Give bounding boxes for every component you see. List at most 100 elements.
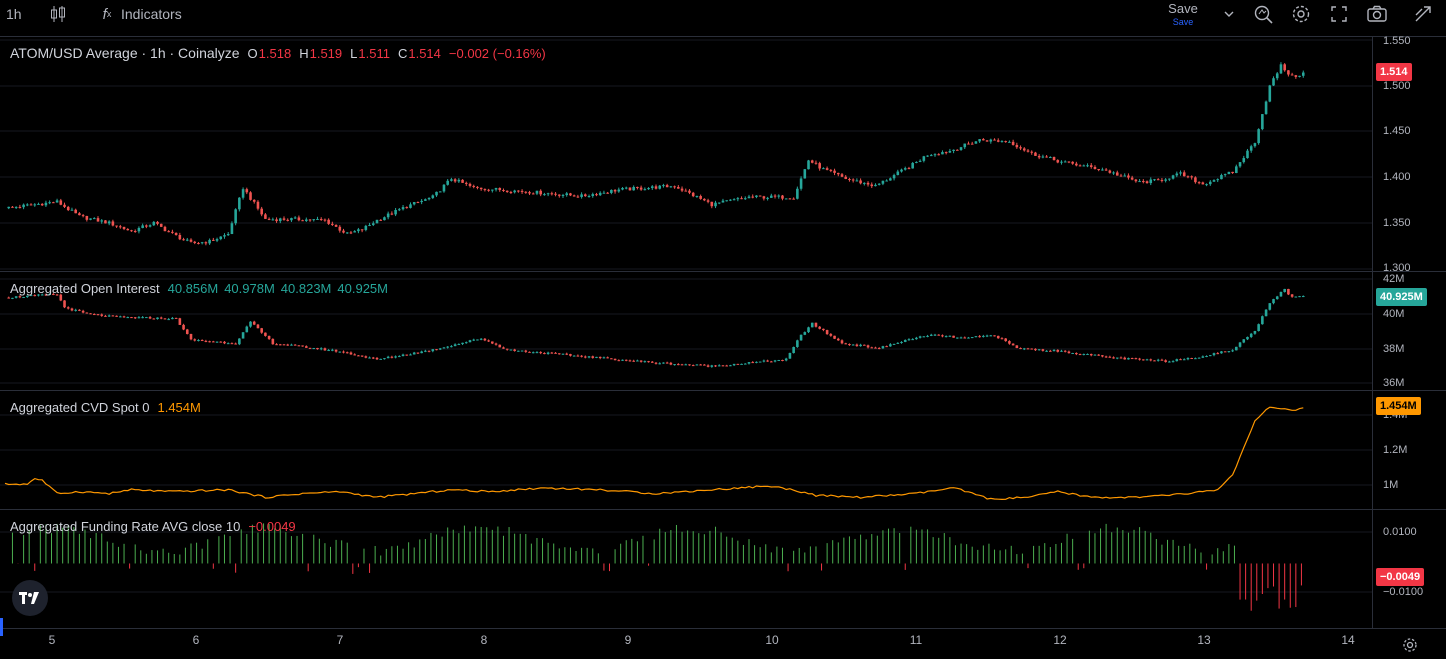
funding-title[interactable]: Aggregated Funding Rate AVG close 10 — [10, 519, 241, 534]
snapshot-button[interactable] — [1366, 0, 1388, 28]
oi-candle — [178, 317, 182, 325]
quick-search-button[interactable] — [1252, 0, 1274, 28]
price-candle — [636, 186, 639, 190]
price-candle — [52, 201, 55, 204]
price-candle — [762, 195, 766, 201]
price-candle — [699, 194, 702, 200]
oi-candle — [14, 296, 18, 299]
oi-candle — [1071, 352, 1074, 355]
chart-settings-button[interactable] — [1399, 631, 1421, 659]
price-candle — [256, 200, 260, 211]
oi-candle — [550, 351, 554, 354]
oi-candle — [133, 316, 137, 320]
price-candle — [543, 192, 546, 196]
price-candle — [1123, 173, 1127, 177]
oi-candle — [1290, 294, 1294, 298]
oi-candle — [866, 344, 870, 349]
cvd-title[interactable]: Aggregated CVD Spot 0 — [10, 400, 150, 415]
price-candle — [345, 232, 349, 234]
oi-candle — [859, 343, 862, 347]
price-candle — [877, 183, 881, 186]
price-candle — [323, 218, 327, 222]
oi-candle — [442, 347, 446, 349]
oi-candle — [271, 338, 275, 345]
price-candle — [293, 216, 297, 219]
oi-value-badge: 40.925M — [1376, 288, 1427, 306]
chart-type-button[interactable] — [47, 0, 69, 28]
oi-candle — [751, 361, 755, 364]
oi-candle — [740, 363, 743, 365]
save-button[interactable]: Save Save — [1160, 0, 1206, 28]
oi-candle — [680, 363, 684, 366]
oi-candle — [1097, 354, 1100, 356]
oi-title[interactable]: Aggregated Open Interest — [10, 281, 160, 296]
oi-candle — [926, 334, 929, 338]
oi-candle — [1067, 350, 1071, 354]
price-candle — [130, 229, 133, 232]
oi-candle — [1242, 339, 1246, 344]
time-axis[interactable] — [0, 628, 1446, 652]
oi-candle — [1049, 349, 1052, 352]
price-candle — [662, 183, 665, 188]
oi-high-value: 40.978M — [224, 281, 275, 296]
price-candle — [148, 224, 152, 228]
oi-candle — [959, 336, 963, 339]
oi-candle — [450, 345, 453, 348]
tradingview-logo[interactable] — [12, 580, 48, 616]
price-candle — [182, 237, 185, 241]
oi-candle — [249, 321, 252, 328]
price-candle — [435, 191, 438, 197]
fullscreen-button[interactable] — [1328, 0, 1350, 28]
interval-selector[interactable]: 1h — [6, 0, 22, 28]
price-candle — [1145, 180, 1149, 184]
oi-candle — [1104, 355, 1108, 358]
oi-candle — [163, 318, 167, 320]
oi-candle — [881, 345, 885, 349]
oi-candle — [1030, 348, 1034, 350]
price-candle — [907, 166, 911, 170]
oi-candle — [241, 332, 245, 339]
price-candle — [531, 192, 535, 195]
price-candle — [498, 187, 502, 192]
publish-button[interactable] — [1412, 0, 1434, 28]
oi-candle — [1115, 357, 1119, 360]
price-candle — [665, 183, 669, 188]
price-candle — [695, 195, 699, 198]
oi-candle — [844, 342, 848, 345]
open-interest-chart[interactable] — [0, 272, 1372, 390]
pane-separator-2[interactable] — [0, 390, 1446, 391]
settings-button[interactable] — [1290, 0, 1312, 28]
price-candle — [11, 206, 14, 208]
oi-candle — [688, 364, 691, 366]
oi-candle — [405, 354, 409, 356]
oi-candle — [598, 356, 602, 360]
price-tick: 1.500 — [1383, 80, 1411, 92]
price-candle — [814, 160, 818, 165]
oi-candle — [528, 351, 531, 353]
price-candle — [1104, 167, 1108, 171]
cvd-chart[interactable] — [0, 391, 1372, 509]
price-candle — [963, 143, 967, 150]
oi-candle — [1261, 315, 1264, 325]
price-candle — [926, 155, 929, 157]
price-candle — [743, 196, 747, 200]
oi-candle — [535, 351, 539, 354]
oi-candle — [282, 344, 286, 346]
oi-candle — [1063, 350, 1067, 353]
price-candle — [933, 153, 937, 157]
oi-candle — [479, 338, 483, 341]
price-chart[interactable] — [0, 37, 1372, 271]
price-candle — [230, 221, 234, 235]
price-candle — [688, 189, 691, 195]
pane-separator-1[interactable] — [0, 271, 1446, 272]
price-candle — [252, 199, 256, 204]
price-candle — [185, 237, 189, 242]
price-candle — [401, 204, 405, 211]
price-candle — [546, 192, 550, 197]
pane-separator-3[interactable] — [0, 509, 1446, 510]
save-dropdown-button[interactable] — [1218, 0, 1240, 28]
price-candle — [44, 200, 48, 207]
funding-rate-chart[interactable] — [0, 510, 1372, 628]
symbol-title[interactable]: ATOM/USD Average · 1h · Coinalyze — [10, 45, 240, 61]
